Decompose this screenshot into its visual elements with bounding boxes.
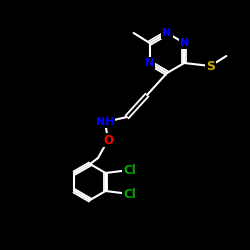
Text: Cl: Cl xyxy=(123,188,136,200)
Text: N: N xyxy=(162,28,172,38)
Text: N: N xyxy=(145,58,154,68)
Text: O: O xyxy=(103,134,113,146)
Text: NH: NH xyxy=(96,117,114,127)
Text: S: S xyxy=(206,60,215,72)
Text: N: N xyxy=(180,38,189,48)
Text: Cl: Cl xyxy=(123,164,136,176)
